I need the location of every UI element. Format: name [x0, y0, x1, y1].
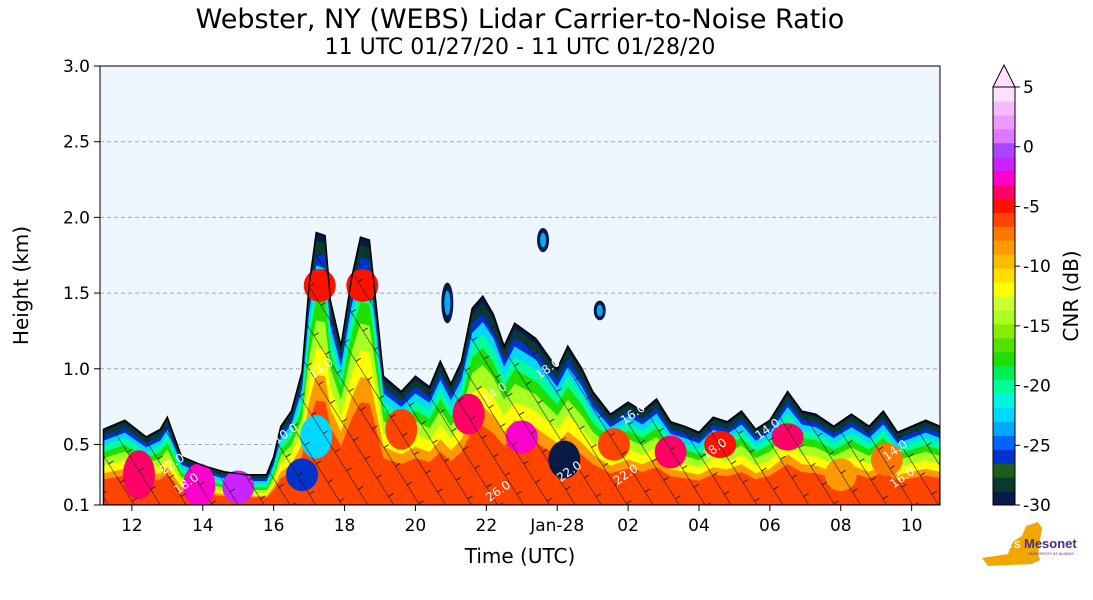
- x-tick-label: 22: [476, 516, 498, 536]
- colorbar-swatch: [993, 156, 1015, 172]
- colorbar-swatch: [993, 212, 1015, 227]
- isolated-echo-core: [596, 304, 603, 317]
- colorbar-frame: [992, 86, 1016, 506]
- x-tick-label: 10: [901, 516, 923, 536]
- y-tick-label: 2.0: [63, 208, 90, 228]
- colorbar-swatch: [993, 142, 1015, 158]
- x-tick-label: 20: [405, 516, 427, 536]
- colorbar-swatch: [993, 100, 1015, 116]
- x-tick-label: 12: [121, 516, 143, 536]
- colorbar: 5 0 -5 -10 -15 -20 -25 -30 CNR (dB): [992, 63, 1083, 516]
- x-tick-label: 06: [759, 516, 781, 536]
- colorbar-swatch: [993, 463, 1015, 478]
- colorbar-swatch: [993, 198, 1015, 213]
- chart-title: Webster, NY (WEBS) Lidar Carrier-to-Nois…: [195, 4, 845, 35]
- colorbar-swatch: [993, 421, 1015, 436]
- colorbar-swatch: [993, 268, 1015, 283]
- colorbar-swatch: [993, 87, 1015, 102]
- y-tick-label: 0.5: [63, 435, 90, 455]
- colorbar-swatch: [993, 296, 1015, 311]
- colorbar-tick-label: 5: [1023, 78, 1034, 98]
- y-tick-label: 0.1: [63, 496, 90, 516]
- y-tick-label: 3.0: [63, 57, 90, 77]
- isolated-echo-core: [444, 290, 451, 316]
- colorbar-swatch: [993, 365, 1015, 381]
- cnr-field: [102, 227, 940, 505]
- colorbar-swatch: [993, 128, 1015, 144]
- colorbar-swatch: [993, 449, 1015, 464]
- colorbar-swatch: [993, 435, 1015, 450]
- colorbar-swatch: [993, 477, 1015, 492]
- colorbar-swatch: [993, 240, 1015, 255]
- colorbar-extend-arrow: [992, 63, 1016, 88]
- colorbar-swatch: [993, 379, 1015, 395]
- y-axis-label: Height (km): [9, 226, 33, 345]
- logo-nys-text: NYS: [1000, 540, 1021, 551]
- colorbar-swatch: [993, 407, 1015, 422]
- colorbar-swatch: [993, 393, 1015, 408]
- colorbar-tick-label: -10: [1023, 257, 1051, 277]
- isolated-echo-core: [540, 232, 547, 248]
- x-tick-label: 08: [830, 516, 852, 536]
- colorbar-tick-label: -5: [1023, 197, 1040, 217]
- colorbar-tick-label: 0: [1023, 138, 1034, 158]
- plot-frame: [99, 65, 941, 506]
- colorbar-swatch: [993, 351, 1015, 367]
- colorbar-swatch: [993, 309, 1015, 325]
- colorbar-swatch: [993, 282, 1015, 297]
- colorbar-swatch: [993, 491, 1015, 506]
- colorbar-swatch: [993, 170, 1015, 186]
- y-tick-label: 1.5: [63, 284, 90, 304]
- colorbar-tick-label: -25: [1023, 436, 1051, 456]
- y-tick-label: 2.5: [63, 133, 90, 153]
- colorbar-tick-label: -15: [1023, 317, 1051, 337]
- logo-mesonet-text: Mesonet: [1024, 536, 1077, 551]
- y-tick-label: 1.0: [63, 360, 90, 380]
- colorbar-tick-label: -30: [1023, 496, 1051, 516]
- colorbar-swatch: [993, 184, 1015, 199]
- x-tick-label: 02: [617, 516, 639, 536]
- new-york-state-shape: [982, 522, 1042, 566]
- x-tick-label: 14: [192, 516, 214, 536]
- logo-university-text: UNIVERSITY AT ALBANY: [1028, 551, 1075, 556]
- x-tick-label: 04: [688, 516, 710, 536]
- colorbar-swatch: [993, 114, 1015, 130]
- colorbar-swatch: [993, 323, 1015, 339]
- colorbar-tick-label: -20: [1023, 377, 1051, 397]
- colorbar-swatch: [993, 337, 1015, 353]
- cloud-edge-contour: [102, 231, 940, 505]
- colorbar-swatch: [993, 226, 1015, 241]
- wind-barbs: [103, 246, 940, 505]
- colorbar-label: CNR (dB): [1059, 250, 1083, 341]
- x-tick-label: 16: [263, 516, 285, 536]
- axes: 0.1 0.5 1.0 1.5 2.0 2.5 3.0 12 14 16 18 20 22 Jan-28 0…: [9, 57, 922, 568]
- x-tick-label: Jan-28: [529, 516, 584, 536]
- x-tick-label: 18: [334, 516, 356, 536]
- chart-subtitle: 11 UTC 01/27/20 - 11 UTC 01/28/20: [324, 35, 716, 60]
- colorbar-swatch: [993, 254, 1015, 269]
- x-axis-label: Time (UTC): [464, 544, 576, 568]
- nys-mesonet-logo: NYS Mesonet UNIVERSITY AT ALBANY: [982, 522, 1077, 566]
